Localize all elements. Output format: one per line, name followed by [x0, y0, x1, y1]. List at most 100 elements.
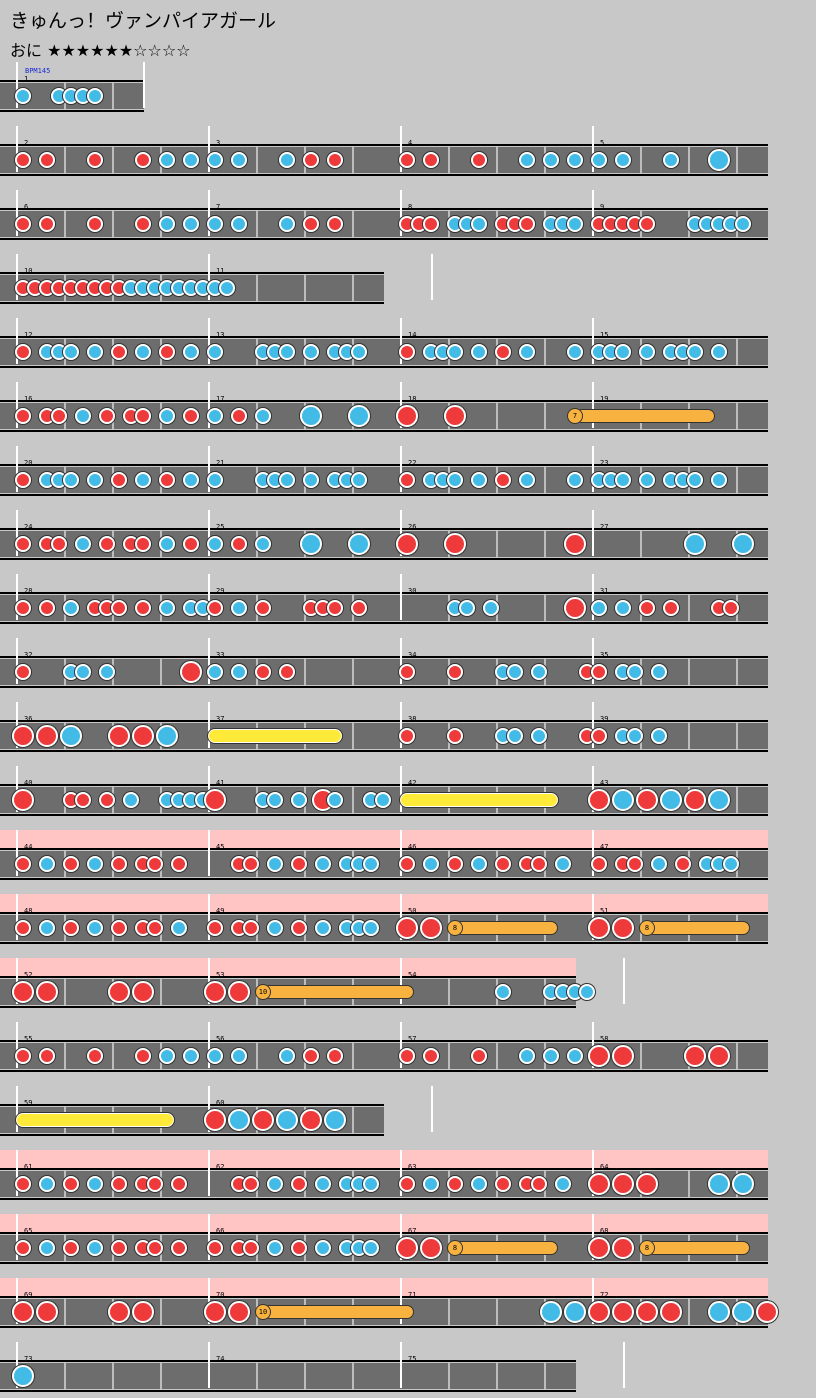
ka-note	[156, 725, 178, 747]
ka-note	[39, 1176, 55, 1192]
ka-note	[99, 664, 115, 680]
don-note	[135, 216, 151, 232]
beat-tick	[736, 723, 738, 749]
measure-number: 60	[216, 1099, 225, 1107]
don-note	[612, 917, 634, 939]
barline	[592, 1022, 594, 1068]
ka-note	[471, 1176, 487, 1192]
ka-note	[267, 1240, 283, 1256]
ka-note	[471, 472, 487, 488]
chart-row: 61 62 63 64	[0, 1150, 816, 1206]
ka-note	[519, 344, 535, 360]
don-note	[108, 1301, 130, 1323]
barline	[16, 318, 18, 364]
don-note	[591, 856, 607, 872]
beat-tick	[496, 1043, 498, 1069]
ka-note	[591, 600, 607, 616]
beat-tick	[256, 1043, 258, 1069]
ka-note	[639, 472, 655, 488]
gogo-band	[0, 830, 768, 849]
don-note	[75, 792, 91, 808]
ka-note	[564, 1301, 586, 1323]
beat-tick	[688, 147, 690, 173]
ka-note	[348, 533, 370, 555]
barline	[16, 1086, 18, 1132]
measure-number: 51	[600, 907, 609, 915]
lane-bottom-line	[0, 878, 768, 880]
beat-tick	[304, 659, 306, 685]
song-title: きゅんっ！ヴァンパイアガール	[10, 10, 277, 32]
ka-note	[183, 1048, 199, 1064]
measure-number: 9	[600, 203, 605, 211]
measure-number: 62	[216, 1163, 225, 1171]
don-note	[15, 536, 31, 552]
ka-note	[60, 725, 82, 747]
don-note	[135, 408, 151, 424]
barline	[592, 638, 594, 684]
lane-top-line	[0, 592, 768, 594]
don-note	[684, 1045, 706, 1067]
measure-number: 17	[216, 395, 225, 403]
beat-tick	[544, 339, 546, 365]
don-note	[588, 1045, 610, 1067]
barline	[16, 1214, 18, 1260]
don-note	[15, 1048, 31, 1064]
lane-top-line	[0, 80, 144, 82]
lane-top-line	[0, 528, 768, 530]
ka-note	[327, 792, 343, 808]
beat-tick	[256, 1363, 258, 1389]
ka-note	[315, 856, 331, 872]
ka-note	[183, 472, 199, 488]
drumroll-count: 8	[639, 1240, 655, 1256]
don-note	[588, 1237, 610, 1259]
ka-note	[663, 152, 679, 168]
ka-note	[159, 536, 175, 552]
don-note	[495, 1176, 511, 1192]
ka-note	[471, 216, 487, 232]
measure-number: 56	[216, 1035, 225, 1043]
lane-top-line	[0, 464, 768, 466]
lane-top-line	[0, 784, 768, 786]
don-note	[660, 1301, 682, 1323]
don-note	[39, 600, 55, 616]
bpm-label: BPM145	[25, 67, 51, 75]
end-barline	[431, 1086, 433, 1132]
barline	[592, 1214, 594, 1260]
ka-note	[315, 1176, 331, 1192]
drumroll-count: 8	[447, 1240, 463, 1256]
don-note	[423, 216, 439, 232]
measure-number: 34	[408, 651, 417, 659]
ka-note	[567, 1048, 583, 1064]
lane-bottom-line	[0, 750, 768, 752]
barline	[16, 254, 18, 300]
ka-note	[183, 216, 199, 232]
ka-note	[279, 344, 295, 360]
don-note	[399, 472, 415, 488]
don-note	[564, 597, 586, 619]
barline	[592, 510, 594, 556]
don-note	[231, 536, 247, 552]
don-note	[15, 856, 31, 872]
don-note	[327, 216, 343, 232]
measure-number: 70	[216, 1291, 225, 1299]
beat-tick	[112, 147, 114, 173]
don-note	[303, 152, 319, 168]
ka-note	[267, 856, 283, 872]
lane-bottom-line	[0, 1326, 768, 1328]
lane-top-line	[0, 912, 768, 914]
don-note	[183, 536, 199, 552]
don-note	[243, 856, 259, 872]
ka-note	[63, 600, 79, 616]
ka-note	[507, 664, 523, 680]
ka-note	[687, 472, 703, 488]
beat-tick	[496, 147, 498, 173]
don-note	[204, 789, 226, 811]
ka-note	[627, 728, 643, 744]
ka-note	[207, 408, 223, 424]
drumroll-count: 8	[447, 920, 463, 936]
ka-note	[423, 856, 439, 872]
don-note	[39, 216, 55, 232]
drumroll-bar	[263, 1305, 414, 1319]
ka-note	[183, 152, 199, 168]
don-note	[12, 981, 34, 1003]
